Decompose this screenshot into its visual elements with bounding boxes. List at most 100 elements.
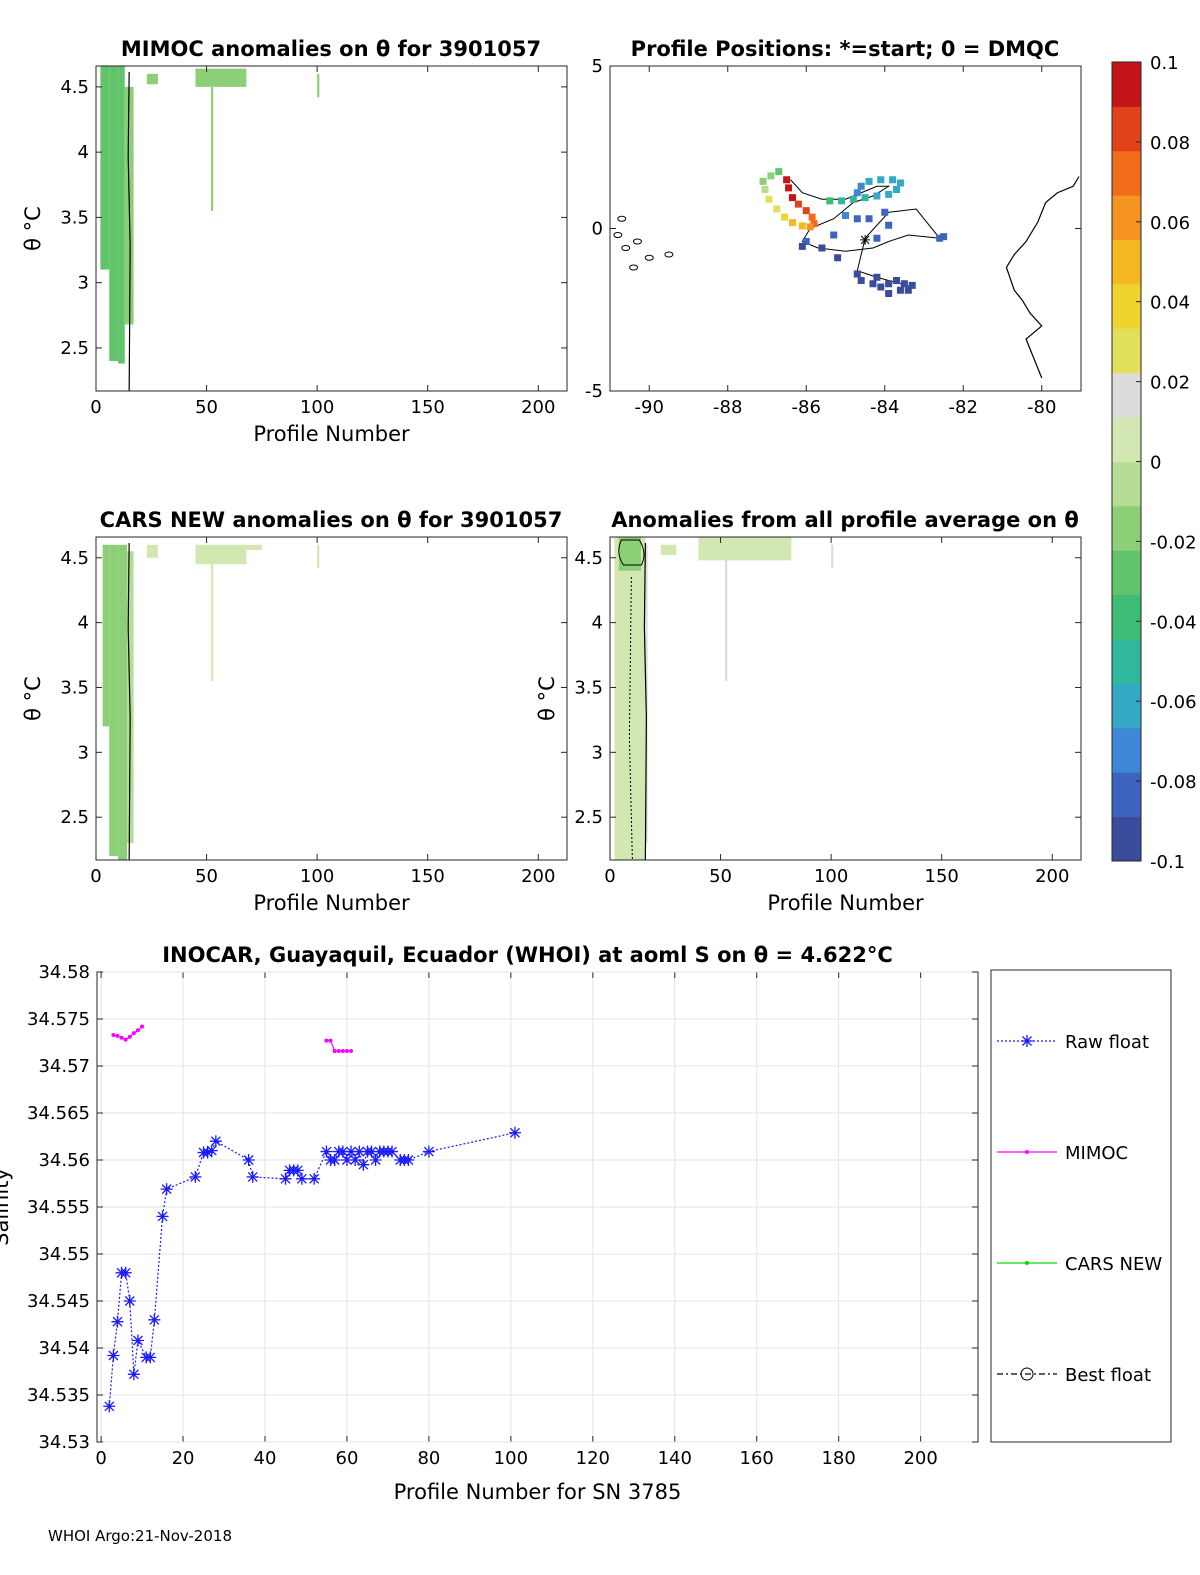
profile-position-marker (869, 280, 877, 288)
x-tick-label: 140 (658, 1448, 692, 1469)
x-tick-label: 150 (411, 866, 445, 887)
y-tick-label: 34.56 (38, 1150, 90, 1171)
profile-position-marker (865, 215, 873, 223)
y-tick-label: 34.58 (38, 962, 90, 983)
colorbar-segment (1112, 594, 1141, 640)
profile-position-marker (881, 208, 889, 216)
colorbar-segment (1112, 62, 1141, 107)
profile-position-marker (904, 286, 912, 294)
profile-position-marker (783, 176, 791, 184)
profile-position-marker (865, 177, 873, 185)
legend-label: Best float (1065, 1365, 1151, 1386)
raw-float-point (508, 1126, 521, 1139)
y-tick-label: 34.535 (27, 1385, 90, 1406)
y-tick-label: 4.5 (60, 77, 89, 98)
colorbar-segment (1112, 772, 1141, 818)
raw-float-point (349, 1154, 362, 1166)
raw-float-point (340, 1154, 353, 1166)
x-axis-label: Profile Number (767, 891, 924, 915)
colorbar-segment (1112, 461, 1141, 507)
profile-position-marker (877, 283, 885, 291)
y-tick-label: 4.5 (60, 548, 89, 569)
profile-position-marker (830, 231, 838, 239)
legend-label: Raw float (1065, 1032, 1149, 1053)
raw-float-point (353, 1145, 366, 1158)
profile-position-marker (759, 177, 767, 185)
legend-marker (1021, 1035, 1033, 1047)
raw-float-point (246, 1170, 259, 1183)
colorbar-segment (1112, 505, 1141, 551)
y-tick-label: 4 (78, 613, 89, 634)
y-tick-label: 34.57 (38, 1056, 90, 1077)
profile-position-marker (838, 197, 846, 205)
x-tick-label: 0 (95, 1448, 106, 1469)
mimoc-point (135, 1028, 140, 1033)
zero-contour (643, 542, 647, 861)
raw-float-point (131, 1334, 144, 1347)
y-tick-label: 3 (78, 273, 89, 294)
plot-frame (609, 65, 1082, 392)
profile-position-marker (773, 205, 781, 213)
raw-float-point (291, 1164, 304, 1177)
island-outline (632, 238, 642, 245)
zero-contour (127, 542, 131, 861)
anomaly-cell (618, 537, 641, 571)
colorbar-segment (1112, 372, 1141, 418)
legend-marker (1025, 1150, 1029, 1154)
salinity-panel: 0 20 40 60 80 100 120 140 160 180 200 34.53 34.535 34… (0, 943, 1172, 1504)
raw-float-point (209, 1135, 222, 1148)
raw-float-point (242, 1154, 255, 1166)
anomaly-cell (210, 86, 214, 211)
colorbar-tick-label: 0.04 (1150, 293, 1190, 314)
y-tick-label: 34.55 (38, 1244, 90, 1265)
raw-float-point (107, 1349, 120, 1362)
anomaly-cell (109, 66, 119, 361)
raw-float-point (103, 1400, 116, 1413)
colorbar-segment (1112, 639, 1141, 684)
anomaly-cell (210, 557, 214, 681)
x-tick-label: 50 (195, 397, 218, 418)
y-tick-label: 5 (592, 56, 603, 77)
x-tick-label: -86 (792, 397, 821, 418)
profile-position-marker (834, 254, 842, 262)
mimoc-point (119, 1035, 124, 1040)
x-tick-label: 180 (821, 1448, 855, 1469)
y-tick-label: 2.5 (574, 807, 603, 828)
dotted-contour (628, 576, 633, 861)
profile-position-marker (849, 195, 857, 203)
y-tick-label: 2.5 (60, 807, 89, 828)
x-tick-label: 150 (925, 866, 959, 887)
profile-position-marker (818, 244, 826, 252)
raw-float-point (320, 1145, 333, 1158)
colorbar-segment (1112, 683, 1141, 729)
y-tick-label: 3.5 (60, 677, 89, 698)
colorbar-segment (1112, 150, 1141, 196)
profile-position-marker (767, 172, 775, 180)
colorbar-tick-label: -0.02 (1150, 532, 1197, 553)
mimoc-anomaly-panel: 0 50 100 150 200 2.5 3 3.5 4 4.5 MIMOC anomalies o… (21, 37, 568, 446)
profile-position-marker (885, 221, 893, 229)
raw-float-point (422, 1145, 435, 1158)
anomaly-cell (645, 544, 648, 844)
profile-position-marker (885, 290, 893, 297)
profile-position-marker (798, 242, 806, 250)
raw-float-point (205, 1144, 218, 1157)
profile-position-marker (826, 197, 834, 205)
panel-title: Anomalies from all profile average on θ (611, 508, 1079, 532)
profile-position-marker (889, 176, 897, 184)
zero-contour (127, 71, 131, 392)
y-tick-label: 3.5 (60, 207, 89, 228)
y-tick-label: 34.555 (27, 1197, 90, 1218)
profile-position-marker (761, 186, 769, 193)
raw-float-point (148, 1313, 161, 1326)
colorbar-tick-label: -0.08 (1150, 772, 1197, 793)
raw-float-point (156, 1210, 169, 1223)
y-tick-label: -5 (585, 381, 603, 402)
profile-position-marker (802, 238, 810, 245)
raw-float-point (160, 1183, 173, 1196)
colorbar-segment (1112, 195, 1141, 241)
anomaly-cell (698, 537, 792, 561)
mimoc-point (324, 1038, 329, 1043)
anomaly-cell (100, 66, 110, 270)
x-tick-label: 100 (300, 397, 334, 418)
